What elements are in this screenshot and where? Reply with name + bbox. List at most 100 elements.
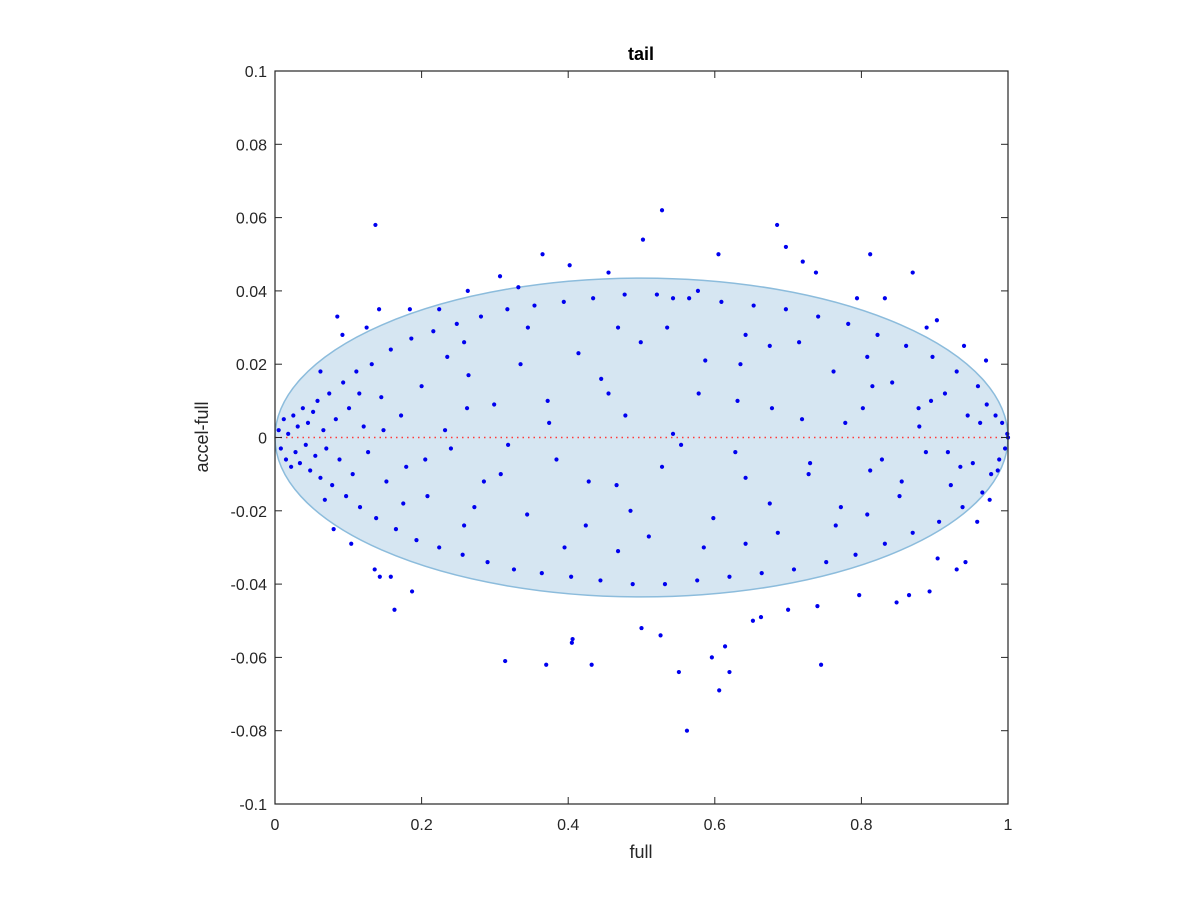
data-point [409,336,414,341]
data-point [658,633,663,638]
data-point [975,384,981,389]
data-point [485,560,490,565]
data-point [518,362,523,367]
data-point [437,545,442,550]
data-point [576,351,581,356]
data-point [369,362,374,367]
data-point [586,479,591,484]
data-point [404,464,409,469]
data-point [318,369,323,374]
data-point [727,574,732,579]
data-point [606,270,611,275]
data-point [464,406,470,411]
data-point [665,325,670,330]
y-tick-label: -0.08 [231,724,268,741]
data-point [696,391,701,396]
data-point [843,420,848,425]
data-point [767,343,772,348]
data-point [910,270,915,275]
data-point [722,644,728,649]
data-point [544,662,549,667]
data-point [783,244,789,250]
data-point [445,354,450,359]
data-point [466,373,471,378]
data-point [997,457,1002,462]
x-axis-ticks: 0 0.2 0.4 0.6 0.8 1 [271,71,1013,834]
data-point [750,618,756,623]
data-point [961,343,967,348]
data-point [340,332,345,337]
data-point [497,274,503,279]
data-point [614,483,619,488]
data-point [454,321,459,326]
data-point [505,442,511,447]
data-point [906,592,912,598]
data-point [701,545,706,550]
data-point [945,450,950,455]
data-point [567,263,572,268]
data-point [743,541,748,546]
data-point [670,431,676,436]
data-point [419,384,424,389]
data-point [703,358,708,363]
data-point [324,446,329,451]
data-point [344,494,349,499]
data-point [963,560,968,565]
data-point [388,574,393,579]
data-point [882,541,887,546]
data-point [460,552,465,557]
data-point [930,354,935,359]
data-point [357,391,362,396]
data-point [540,252,545,257]
data-point [373,222,378,228]
data-point [654,292,659,297]
data-point [318,475,323,480]
data-point [987,497,992,502]
data-point [562,545,567,550]
data-point [414,538,419,543]
data-point [899,479,904,484]
scatter-points [276,208,1011,733]
data-point [646,534,651,539]
data-point [615,549,621,554]
data-point [300,406,305,411]
data-point [868,468,873,473]
data-point [409,589,415,594]
data-point [303,442,308,447]
data-point [640,237,646,242]
data-point [354,369,359,374]
y-tick-label: 0.04 [236,284,267,301]
confidence-ellipse [274,277,1009,598]
data-point [615,325,621,330]
data-point [954,369,959,374]
data-point [349,541,354,546]
data-point [313,453,318,458]
data-point [928,398,934,403]
data-point [423,457,428,462]
data-point [882,296,887,301]
data-point [936,519,942,524]
data-point [954,567,959,572]
data-point [670,296,676,301]
data-point [831,369,836,374]
data-point [569,574,574,579]
data-point [983,358,989,363]
data-point [374,516,379,521]
data-point [743,475,748,480]
data-point [965,413,970,418]
data-point [330,483,335,488]
data-point [813,270,819,275]
data-point [960,505,965,510]
data-point [975,519,980,524]
data-point [569,640,574,645]
y-tick-label: 0.06 [236,211,267,228]
data-point [735,398,740,403]
data-point [865,512,870,517]
data-point [1002,446,1008,451]
data-point [481,479,487,484]
data-point [733,450,738,455]
data-point [606,391,611,396]
data-point [989,472,994,477]
data-point [478,314,484,319]
data-point [978,420,983,425]
